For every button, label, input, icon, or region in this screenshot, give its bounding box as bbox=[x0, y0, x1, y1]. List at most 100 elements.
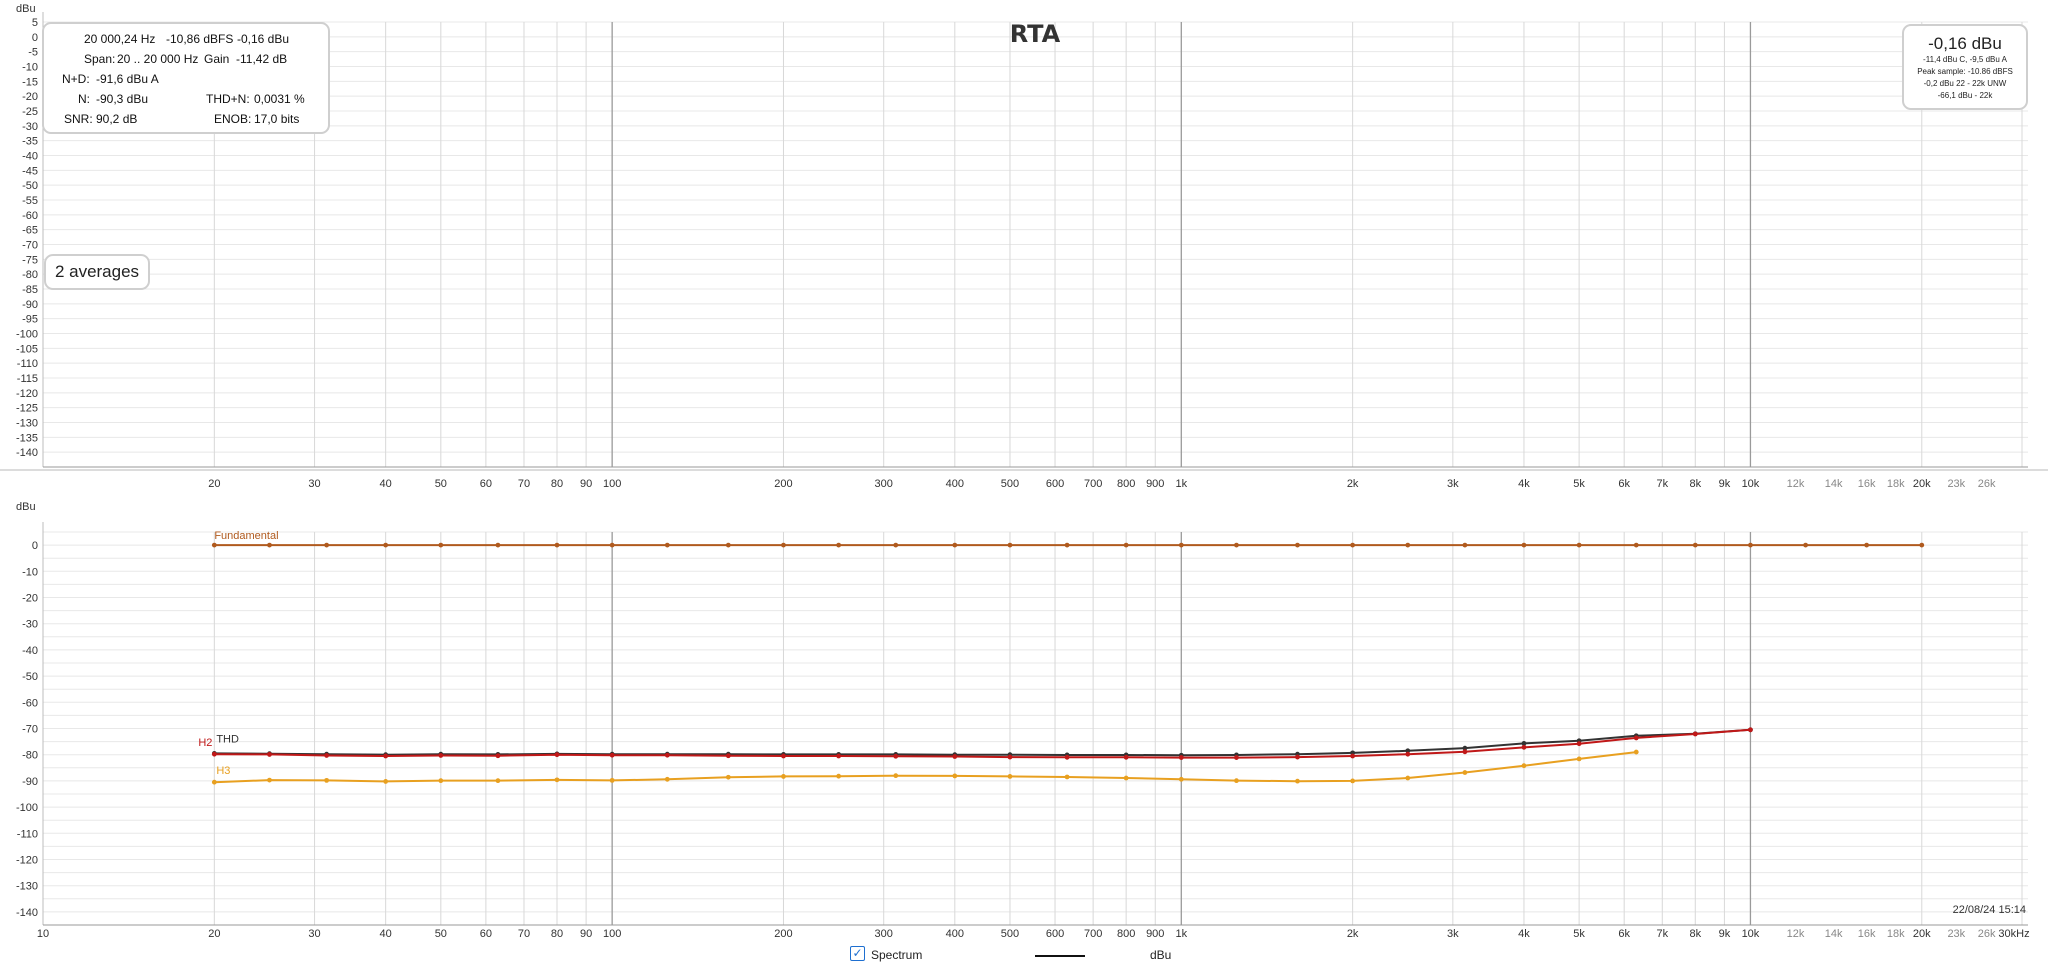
y-tick-label: -115 bbox=[17, 373, 38, 385]
data-point-h2 bbox=[1748, 727, 1753, 733]
y-tick-label: -20 bbox=[22, 91, 38, 103]
data-point-h3 bbox=[554, 777, 560, 783]
data-point-h3 bbox=[1576, 756, 1582, 762]
x-tick-label: 400 bbox=[946, 478, 964, 490]
spectrum-legend-label: Spectrum bbox=[871, 948, 923, 962]
y-tick-label: -140 bbox=[16, 907, 38, 919]
noise-label: N: bbox=[78, 92, 90, 106]
measurement-readout-panel: 20 000,24 Hz -10,86 dBFS -0,16 dBu Span:… bbox=[42, 22, 330, 134]
data-point-h2 bbox=[1462, 749, 1468, 755]
data-point-h3 bbox=[1405, 775, 1411, 781]
data-point-fundamental bbox=[554, 542, 560, 548]
y-tick-label: -120 bbox=[16, 388, 38, 400]
data-point-fundamental bbox=[952, 542, 958, 548]
x-tick-label: 7k bbox=[1656, 478, 1668, 490]
x-tick-label: 4k bbox=[1518, 478, 1530, 490]
x-tick-label: 60 bbox=[480, 478, 492, 490]
x-tick-label: 300 bbox=[875, 928, 893, 940]
enob-value: 17,0 bits bbox=[254, 112, 300, 126]
data-point-thd bbox=[1462, 745, 1468, 751]
bottom-plot-x-axis: 10 20 30 40 50 60 70 80 90 100 200 300 400 500 600 700 8… bbox=[37, 928, 2030, 940]
spectrum-checkbox[interactable]: ✓ bbox=[850, 946, 865, 961]
x-tick-label: 3k bbox=[1447, 928, 1459, 940]
x-tick-label: 26k bbox=[1978, 478, 1996, 490]
data-point-fundamental bbox=[1405, 542, 1411, 548]
x-tick-label: 900 bbox=[1146, 928, 1164, 940]
x-tick-label: 20k bbox=[1913, 478, 1931, 490]
data-point-h3 bbox=[438, 778, 444, 784]
y-tick-label: -20 bbox=[22, 593, 38, 605]
y-tick-label: -110 bbox=[17, 358, 38, 370]
y-tick-label: -130 bbox=[16, 881, 38, 893]
y-tick-label: -80 bbox=[22, 269, 38, 281]
bottom-plot-grid bbox=[42, 522, 2028, 926]
x-tick-label: 18k bbox=[1887, 478, 1905, 490]
data-point-h3 bbox=[1350, 778, 1356, 784]
data-point-fundamental bbox=[1064, 542, 1070, 548]
data-point-fundamental bbox=[1234, 542, 1239, 548]
x-tick-label: 400 bbox=[946, 928, 964, 940]
y-tick-label: -70 bbox=[22, 240, 38, 252]
data-point-h2 bbox=[1521, 744, 1527, 750]
x-tick-label: 600 bbox=[1046, 928, 1064, 940]
x-tick-label: 700 bbox=[1084, 478, 1102, 490]
enob-label: ENOB: bbox=[214, 112, 252, 126]
data-point-h3 bbox=[952, 773, 958, 779]
x-tick-label: 50 bbox=[435, 928, 447, 940]
data-point-h3 bbox=[267, 777, 272, 783]
level-meter-line-1: -11,4 dBu C, -9,5 dBu A bbox=[1923, 55, 2007, 64]
page-title: RTA bbox=[1009, 20, 1061, 48]
data-point-h3 bbox=[893, 773, 899, 779]
data-point-h3 bbox=[781, 774, 786, 779]
x-tick-label: 16k bbox=[1858, 478, 1876, 490]
gain-label: Gain bbox=[204, 52, 230, 66]
data-point-fundamental bbox=[1748, 542, 1753, 548]
data-point-h2 bbox=[1123, 754, 1129, 760]
data-point-fundamental bbox=[1462, 542, 1468, 548]
y-axis-title: dBu bbox=[16, 3, 36, 15]
y-tick-label: -40 bbox=[22, 645, 38, 657]
data-point-fundamental bbox=[1178, 542, 1184, 548]
y-tick-label: -130 bbox=[16, 418, 38, 430]
x-tick-label: 90 bbox=[580, 928, 592, 940]
data-point-h3 bbox=[1123, 775, 1129, 781]
data-point-fundamental bbox=[1864, 542, 1870, 548]
data-point-fundamental bbox=[1007, 542, 1013, 548]
y-tick-label: -50 bbox=[22, 671, 38, 683]
y-tick-label: -55 bbox=[22, 195, 38, 207]
x-tick-label: 20 bbox=[208, 928, 220, 940]
x-tick-label: 70 bbox=[518, 928, 530, 940]
x-tick-label: 900 bbox=[1146, 478, 1164, 490]
data-point-fundamental bbox=[495, 542, 501, 548]
x-tick-label: 60 bbox=[480, 928, 492, 940]
x-tick-label: 800 bbox=[1117, 928, 1135, 940]
data-point-h2 bbox=[1234, 755, 1239, 760]
series-line-h3 bbox=[214, 751, 1637, 784]
data-point-fundamental bbox=[267, 542, 272, 548]
data-point-h2 bbox=[211, 751, 217, 757]
top-plot-grid bbox=[0, 12, 2048, 471]
x-tick-label: 40 bbox=[380, 928, 392, 940]
x-tick-label: 50 bbox=[435, 478, 447, 490]
data-point-h2 bbox=[664, 752, 670, 758]
y-tick-label: 0 bbox=[32, 32, 38, 44]
x-tick-label: 8k bbox=[1689, 478, 1701, 490]
data-point-h2 bbox=[383, 753, 389, 759]
data-point-fundamental bbox=[893, 542, 899, 548]
y-tick-label: -10 bbox=[22, 62, 38, 74]
data-point-h2 bbox=[725, 753, 731, 759]
x-tick-label: 23k bbox=[1947, 478, 1965, 490]
y-tick-label: -100 bbox=[16, 802, 38, 814]
averages-badge[interactable]: 2 averages bbox=[44, 254, 150, 290]
y-tick-label: -100 bbox=[16, 329, 38, 341]
legend-unit-label: dBu bbox=[1150, 948, 1172, 962]
level-meter-value: -0,16 dBu bbox=[1928, 34, 2002, 53]
x-tick-label: 200 bbox=[774, 928, 792, 940]
x-tick-label: 2k bbox=[1347, 928, 1359, 940]
series-label-thd: THD bbox=[216, 733, 239, 745]
y-axis-title: dBu bbox=[16, 501, 36, 513]
x-tick-label: 80 bbox=[551, 478, 563, 490]
x-tick-label: 20 bbox=[208, 478, 220, 490]
thdn-label: THD+N: bbox=[206, 92, 250, 106]
y-tick-label: 5 bbox=[32, 17, 38, 29]
